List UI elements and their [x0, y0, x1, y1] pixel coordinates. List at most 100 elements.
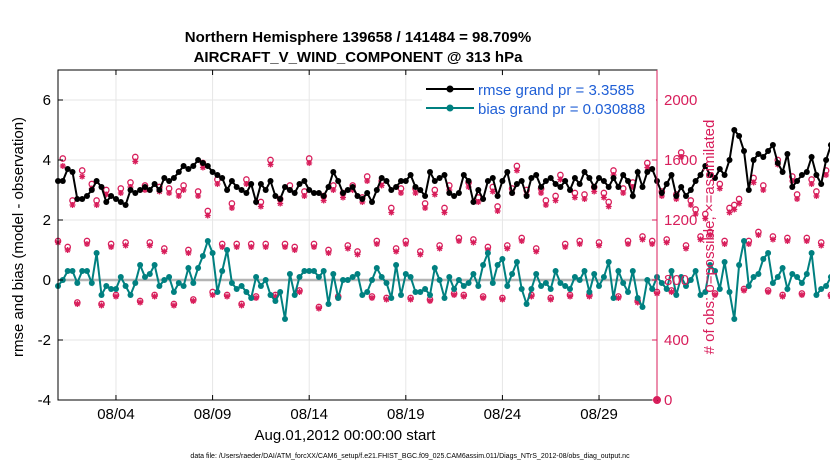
obs-assimilated-marker [625, 241, 632, 247]
bias-point [151, 262, 158, 268]
rmse-point [417, 187, 424, 193]
obs-assimilated-marker [736, 200, 743, 207]
bias-point [330, 271, 337, 277]
bias-point [195, 265, 202, 271]
obs-assimilated-marker [726, 209, 733, 216]
obs-assimilated-marker [823, 172, 830, 178]
obs-assimilated-marker [267, 161, 274, 168]
bias-point [431, 265, 438, 271]
rmse-point [692, 178, 699, 184]
rmse-point [175, 169, 182, 175]
bias-point [402, 271, 409, 277]
rmse-point [364, 190, 371, 196]
obs-assimilated-marker [663, 239, 670, 246]
bias-point [412, 289, 419, 295]
bias-point [697, 292, 704, 298]
bias-point [311, 268, 317, 274]
obs-assimilated-marker [798, 292, 805, 298]
bias-point [455, 277, 462, 283]
obs-possible-marker [827, 291, 830, 299]
rmse-point [369, 199, 375, 205]
x-tick-label: 08/19 [387, 406, 425, 423]
obs-assimilated-marker [315, 305, 322, 312]
bias-point [687, 277, 694, 283]
bias-point [576, 277, 583, 283]
obs-assimilated-marker [161, 248, 168, 255]
rmse-point [282, 184, 288, 190]
obs-assimilated-marker [175, 193, 182, 199]
left-y-tick-label: -4 [38, 392, 51, 409]
obs-assimilated-marker [658, 193, 665, 199]
bias-point [683, 283, 689, 289]
rmse-point [195, 157, 202, 163]
bias-point [769, 280, 776, 286]
rmse-point [712, 175, 718, 181]
obs-assimilated-marker [74, 301, 81, 307]
obs-assimilated-marker [291, 247, 298, 253]
bias-point [88, 280, 95, 286]
bias-point [760, 256, 767, 262]
bias-point [518, 286, 525, 292]
bias-point [716, 286, 723, 292]
bias-point [282, 316, 288, 322]
bias-point [340, 277, 346, 283]
rmse-point [808, 154, 815, 160]
obs-assimilated-marker [567, 293, 574, 300]
bias-point [272, 298, 279, 304]
rmse-point [741, 148, 747, 154]
rmse-point [721, 172, 728, 178]
rmse-point [451, 193, 458, 199]
bias-point [620, 280, 627, 286]
obs-assimilated-marker [755, 232, 762, 238]
rmse-point [798, 172, 805, 178]
rmse-point [335, 178, 342, 184]
rmse-point [311, 190, 317, 196]
rmse-point [253, 199, 260, 205]
bias-point [663, 286, 670, 292]
obs-assimilated-marker [412, 190, 419, 196]
rmse-point [204, 163, 211, 169]
rmse-point [59, 178, 66, 184]
obs-assimilated-marker [465, 184, 472, 190]
bias-point [354, 271, 361, 277]
bias-point [228, 280, 235, 286]
rmse-point [422, 193, 429, 199]
bias-point [349, 274, 356, 280]
bias-point [480, 262, 487, 268]
obs-assimilated-marker [180, 187, 187, 193]
obs-assimilated-marker [127, 184, 134, 190]
obs-assimilated-marker [311, 244, 318, 250]
bias-point [726, 289, 733, 295]
rmse-point [359, 196, 366, 202]
bias-point [827, 274, 830, 280]
bias-point [422, 286, 429, 292]
rmse-point [383, 178, 390, 184]
bias-point [233, 286, 240, 292]
obs-assimilated-marker [69, 202, 76, 208]
obs-assimilated-marker [499, 296, 506, 303]
bias-point [596, 283, 602, 289]
bias-point [784, 286, 791, 292]
bias-point [248, 295, 255, 301]
obs-assimilated-marker [195, 193, 202, 199]
bias-point [393, 262, 400, 268]
bias-point [533, 271, 540, 277]
rmse-point [494, 193, 501, 199]
rmse-point [340, 190, 346, 196]
obs-assimilated-marker [721, 241, 728, 247]
bias-point [571, 274, 578, 280]
bias-point [750, 274, 757, 280]
rmse-point [784, 151, 791, 157]
bias-point [721, 259, 728, 265]
rmse-point [774, 160, 781, 166]
rmse-point [436, 175, 443, 181]
obs-assimilated-marker [451, 292, 458, 298]
bias-point [369, 277, 375, 283]
obs-assimilated-marker [639, 236, 646, 243]
bias-point [475, 283, 482, 289]
obs-assimilated-marker [349, 187, 356, 193]
bias-point [156, 283, 163, 289]
obs-assimilated-marker [581, 196, 588, 202]
right-y-tick-label: 400 [664, 332, 689, 349]
rmse-point [726, 157, 733, 163]
